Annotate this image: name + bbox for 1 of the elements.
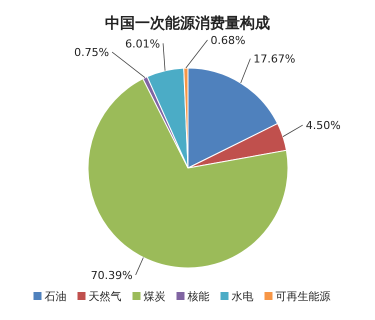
title: 中国一次能源消费量构成 (105, 14, 270, 32)
